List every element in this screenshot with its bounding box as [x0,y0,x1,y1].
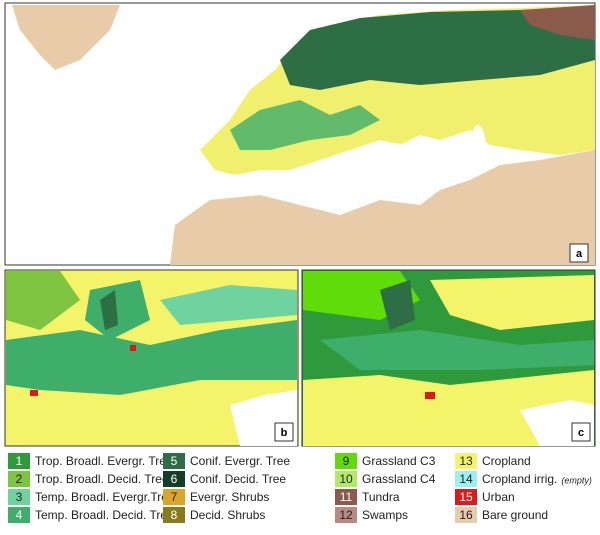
legend-number: 3 [16,490,23,504]
map-urban [130,345,136,351]
legend-item: 8 Decid. Shrubs [163,507,265,523]
legend-item: 13 Cropland [455,453,531,469]
map-tundra [520,5,595,40]
legend-item: 1 Trop. Broadl. Evergr. Tree [8,453,173,469]
map-urban [425,392,435,399]
legend-label: Tundra [362,490,400,504]
legend-number: 10 [339,472,353,486]
legend-number: 11 [340,490,353,504]
map-forest [230,100,380,150]
legend-label: Grassland C4 [362,472,436,486]
legend-label: Bare ground [482,508,548,522]
map-caspian [470,125,486,175]
legend-label: Cropland irrig. [482,472,557,486]
legend-label: Swamps [362,508,408,522]
legend-swatch [335,507,357,523]
legend-number: 13 [459,454,473,468]
legend-label: Conif. Evergr. Tree [190,454,290,468]
legend-swatch [8,471,30,487]
legend-label: Evergr. Shrubs [190,490,269,504]
legend-label: Grassland C3 [362,454,436,468]
legend-number: 7 [171,490,178,504]
legend-item: 3 Temp. Broadl. Evergr.Tree [8,489,175,505]
legend-number: 6 [171,472,178,486]
legend-number: 15 [459,490,473,504]
legend-swatch [163,507,185,523]
legend-item: 2 Trop. Broadl. Decid. Tree [8,471,169,487]
panel-label-box [571,422,591,442]
legend-number: 9 [343,454,350,468]
legend: 1 Trop. Broadl. Evergr. Tree 2 Trop. Broadl… [8,453,592,523]
panel-label-box [569,243,589,263]
legend-number: 8 [171,508,178,522]
legend-swatch [8,453,30,469]
map-sea [225,170,370,195]
legend-label: Cropland [482,454,531,468]
map-patch [430,275,594,330]
panel-label-box [274,422,294,442]
map-patch [160,285,297,325]
legend-label: Temp. Broadl. Decid. Tree [35,508,174,522]
legend-item: 11 Tundra [335,489,400,505]
legend-number: 14 [459,472,473,486]
map-patch [320,330,594,370]
legend-number: 12 [339,508,353,522]
legend-number: 2 [16,472,23,486]
map-urban [30,390,38,396]
legend-item: 16 Bare ground [455,507,548,523]
legend-label: Urban [482,490,515,504]
map-patch [380,280,415,330]
legend-item: 7 Evergr. Shrubs [163,489,269,505]
legend-note: (empty) [561,475,592,485]
legend-item: 14 Cropland irrig. (empty) [455,471,592,487]
panel-label: c [578,427,584,439]
legend-swatch [455,453,477,469]
panel-label: a [576,248,583,260]
panel-c: c [301,269,596,447]
legend-label: Conif. Decid. Tree [190,472,286,486]
legend-number: 5 [171,454,178,468]
legend-item: 4 Temp. Broadl. Decid. Tree [8,507,174,523]
legend-label: Decid. Shrubs [190,508,265,522]
legend-swatch [455,507,477,523]
legend-label: Temp. Broadl. Evergr.Tree [35,490,175,504]
legend-swatch [455,471,477,487]
map-greenland [12,5,120,70]
map-black-sea [360,143,420,167]
map-africa-mideast [170,150,595,265]
legend-swatch [163,471,185,487]
legend-swatch [163,453,185,469]
legend-swatch [335,489,357,505]
legend-label: Trop. Broadl. Decid. Tree [35,472,169,486]
legend-swatch [335,471,357,487]
map-patch [6,271,80,330]
legend-swatch [8,507,30,523]
legend-item: 12 Swamps [335,507,408,523]
legend-label: Trop. Broadl. Evergr. Tree [35,454,173,468]
legend-item: 5 Conif. Evergr. Tree [163,453,290,469]
legend-item: 15 Urban [455,489,515,505]
legend-item: 10 Grassland C4 [335,471,436,487]
legend-number: 16 [459,508,473,522]
legend-swatch [455,489,477,505]
map-patch [303,370,594,446]
map-patch [6,320,297,395]
panel-a: a [4,2,596,266]
legend-item: 6 Conif. Decid. Tree [163,471,286,487]
map-patch [85,280,150,340]
legend-number: 1 [16,454,23,468]
map-patch [100,290,118,330]
map-boreal [280,8,595,90]
legend-swatch [8,489,30,505]
legend-number: 4 [16,508,23,522]
panel-label: b [281,427,288,439]
panel-b: b [4,269,299,447]
legend-swatch [335,453,357,469]
legend-swatch [163,489,185,505]
legend-item: 9 Grassland C3 [335,453,436,469]
